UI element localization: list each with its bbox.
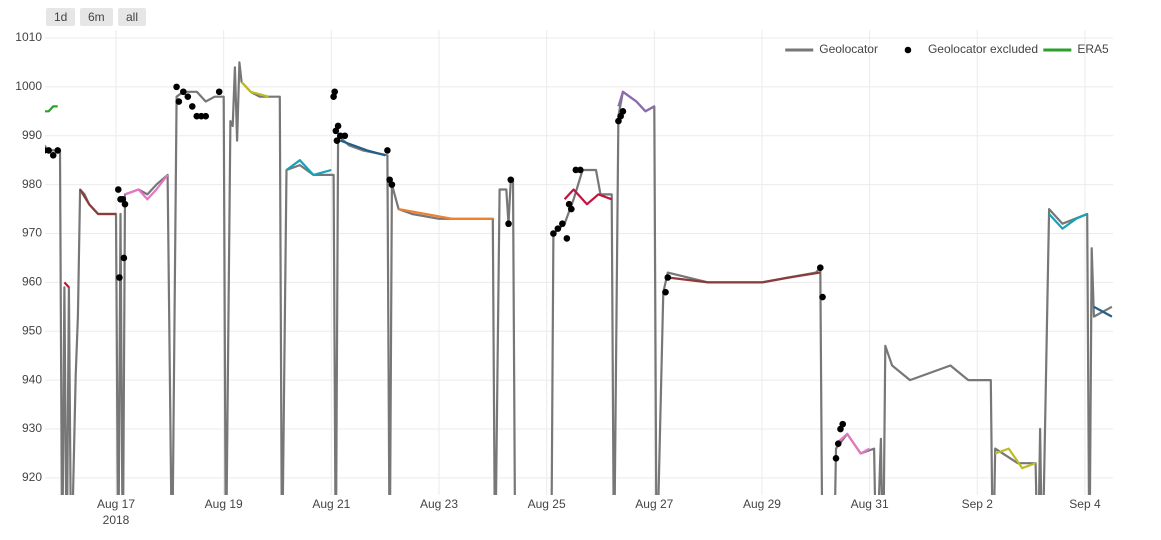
y-tick-label: 980	[22, 177, 42, 191]
data-point	[54, 147, 62, 154]
data-point	[116, 274, 123, 281]
data-point	[184, 93, 192, 100]
x-tick-label: Aug 27	[635, 497, 674, 511]
range-button[interactable]: all	[118, 8, 147, 26]
y-tick-label: 940	[22, 372, 42, 386]
data-point	[388, 181, 396, 188]
data-point	[114, 186, 122, 193]
series-line	[1048, 212, 1088, 230]
series-line	[45, 61, 1113, 495]
x-tick-label: Aug 31	[850, 497, 889, 511]
data-point	[662, 288, 669, 296]
range-button[interactable]: 6m	[80, 8, 113, 26]
series-line	[667, 271, 821, 284]
series-line	[339, 139, 386, 157]
series-line	[617, 90, 655, 113]
data-point	[341, 132, 349, 140]
x-tick-label: Sep 4	[1069, 497, 1101, 511]
data-point	[45, 147, 53, 154]
x-tick-label: Aug 25	[527, 497, 566, 511]
legend-label: Geolocator excluded	[928, 42, 1038, 56]
data-point	[817, 264, 824, 272]
data-point	[563, 235, 571, 242]
range-button[interactable]: 1d	[46, 8, 76, 26]
data-point	[839, 420, 847, 428]
data-point	[384, 147, 391, 154]
legend-item: Geolocator excluded	[904, 42, 1038, 56]
y-tick-label: 960	[22, 275, 42, 289]
data-point	[333, 137, 341, 144]
series-line	[124, 174, 169, 201]
data-point	[554, 225, 562, 232]
x-tick-label: Aug 23	[419, 497, 459, 511]
legend-item: Geolocator	[785, 42, 878, 56]
data-point	[173, 83, 180, 91]
data-point	[120, 254, 128, 262]
data-point	[568, 205, 575, 213]
y-tick-label: 930	[22, 421, 42, 435]
legend: Geolocator Geolocator excluded ERA5	[785, 42, 1109, 56]
series-line	[45, 105, 58, 113]
y-tick-label: 950	[22, 323, 42, 337]
legend-label: ERA5	[1077, 42, 1109, 56]
plot-area	[45, 61, 1113, 495]
series-line	[994, 447, 1036, 470]
x-tick-label: Sep 2	[961, 497, 993, 511]
data-point	[832, 455, 840, 462]
data-point	[188, 103, 196, 110]
data-point	[559, 220, 566, 228]
series-line	[79, 188, 116, 216]
legend-label: Geolocator	[819, 42, 878, 56]
data-point	[834, 440, 842, 447]
y-tick-label: 990	[22, 128, 42, 142]
data-point	[819, 293, 826, 301]
data-point	[175, 98, 183, 105]
data-point	[331, 88, 339, 96]
data-point	[664, 274, 672, 281]
series-line	[240, 81, 269, 98]
y-tick-label: 920	[22, 470, 42, 484]
x-tick-label: Aug 29	[742, 497, 781, 511]
data-point	[505, 220, 512, 228]
data-point	[550, 230, 557, 237]
series-line	[63, 281, 70, 289]
data-point	[180, 88, 187, 96]
x-tick-label: Aug 21	[312, 497, 351, 511]
data-point	[49, 152, 57, 159]
x-tick-label: Aug 17 2018	[96, 497, 136, 527]
series-line	[563, 188, 613, 206]
y-tick-label: 970	[22, 226, 42, 240]
data-point	[507, 176, 515, 184]
y-tick-label: 1010	[15, 30, 42, 44]
x-tick-label: Aug 19	[204, 497, 243, 511]
legend-item: ERA5	[1043, 42, 1109, 56]
data-point	[577, 166, 584, 174]
data-point	[334, 122, 342, 130]
data-point	[202, 112, 210, 120]
legend-marker	[904, 46, 912, 54]
series-line	[835, 432, 871, 455]
series-line	[285, 159, 332, 176]
data-point	[215, 88, 223, 96]
y-tick-label: 1000	[15, 79, 42, 93]
data-point	[121, 200, 129, 208]
series-line	[398, 208, 493, 220]
series-line	[1093, 305, 1113, 318]
grid: 920 930 940 950 960 970 980 990 1000 1010	[15, 30, 1113, 495]
data-point	[619, 108, 627, 115]
